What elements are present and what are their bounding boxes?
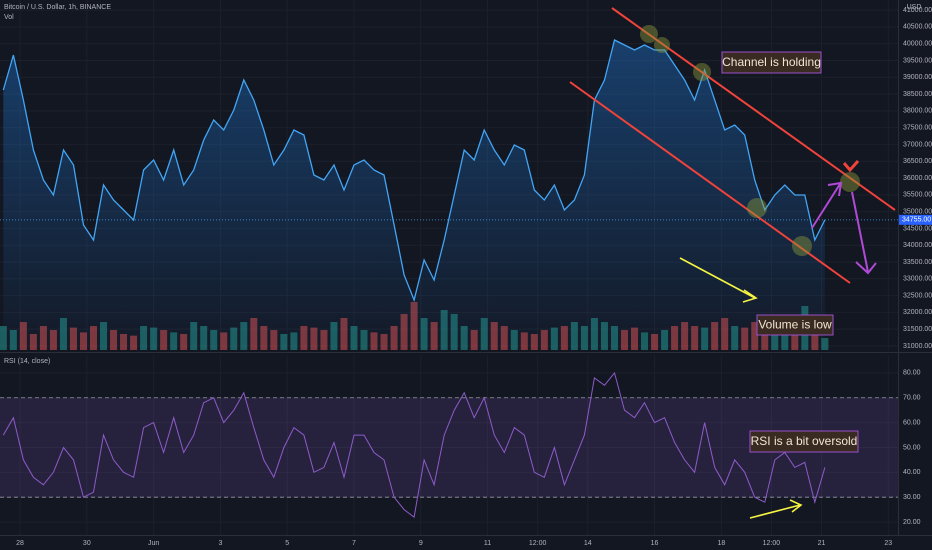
x-tick-label: 18	[717, 540, 725, 547]
y-tick-label: 31500.00	[903, 326, 932, 333]
last-price-label: 34755.00	[902, 217, 931, 224]
note-box	[721, 51, 822, 74]
x-tick-label: 9	[419, 540, 423, 547]
x-tick-label: 12:00	[763, 540, 781, 547]
y-tick-label: 40000.00	[903, 41, 932, 48]
y-tick-label: 39000.00	[903, 74, 932, 81]
x-tick-label: 12:00	[529, 540, 547, 547]
y-tick-label: 33000.00	[903, 276, 932, 283]
y-tick-label: 20.00	[903, 519, 921, 526]
y-tick-label: 36000.00	[903, 175, 932, 182]
y-tick-label: 30.00	[903, 494, 921, 501]
price-line	[2, 39, 826, 303]
y-tick-label: 38000.00	[903, 108, 932, 115]
x-tick-label: 30	[83, 540, 91, 547]
y-tick-label: 32500.00	[903, 292, 932, 299]
rsi-label: RSI (14, close)	[4, 358, 50, 365]
annotation: Volume is low	[758, 318, 832, 332]
check-mark	[842, 160, 860, 173]
y-tick-label: 37000.00	[903, 141, 932, 148]
volume-label: Vol	[4, 14, 14, 21]
x-tick-label: 16	[651, 540, 659, 547]
x-tick-label: Jun	[148, 540, 159, 547]
y-tick-label: 37500.00	[903, 124, 932, 131]
symbol-title: Bitcoin / U.S. Dollar, 1h, BINANCE	[4, 4, 111, 11]
y-tick-label: 41000.00	[903, 7, 932, 14]
note-box	[756, 314, 834, 336]
x-tick-label: 21	[818, 540, 826, 547]
x-tick-label: 5	[285, 540, 289, 547]
y-tick-label: 35500.00	[903, 192, 932, 199]
touch-circles	[640, 25, 860, 256]
y-tick-label: 38500.00	[903, 91, 932, 98]
x-tick-label: 7	[352, 540, 356, 547]
y-tick-label: 39500.00	[903, 57, 932, 64]
y-tick-label: 40500.00	[903, 24, 932, 31]
y-tick-label: 70.00	[903, 395, 921, 402]
y-tick-label: 60.00	[903, 419, 921, 426]
y-tick-label: 36500.00	[903, 158, 932, 165]
y-tick-label: 34000.00	[903, 242, 932, 249]
y-tick-label: 33500.00	[903, 259, 932, 266]
x-tick-label: 3	[218, 540, 222, 547]
x-tick-label: 14	[584, 540, 592, 547]
axes: 28 30 Jun 3 5 7 9 11 12:00 14 16 18 12:00 21 23 31000.0…	[16, 7, 932, 547]
x-tick-label: 28	[16, 540, 24, 547]
annotation: Channel is holding	[722, 55, 821, 69]
drawings: Channel is holding Volume is low RSI is …	[569, 7, 896, 519]
yellow-arrows	[679, 257, 803, 519]
y-tick-label: 32000.00	[903, 309, 932, 316]
last-price-badge	[899, 214, 932, 225]
y-tick-label: 80.00	[903, 370, 921, 377]
y-tick-label: 34500.00	[903, 225, 932, 232]
currency: USD	[907, 4, 922, 11]
annotation: RSI is a bit oversold	[751, 434, 858, 448]
projection-arrows	[811, 181, 877, 275]
note-box	[749, 430, 859, 453]
channel-line	[569, 81, 851, 284]
y-tick-label: 40.00	[903, 469, 921, 476]
channel-line	[611, 7, 896, 211]
x-tick-label: 11	[484, 540, 491, 547]
y-tick-label: 31000.00	[903, 343, 932, 350]
y-tick-label: 35000.00	[903, 208, 932, 215]
y-tick-label: 50.00	[903, 444, 921, 451]
rsi-line	[2, 371, 826, 518]
x-tick-label: 23	[884, 540, 892, 547]
